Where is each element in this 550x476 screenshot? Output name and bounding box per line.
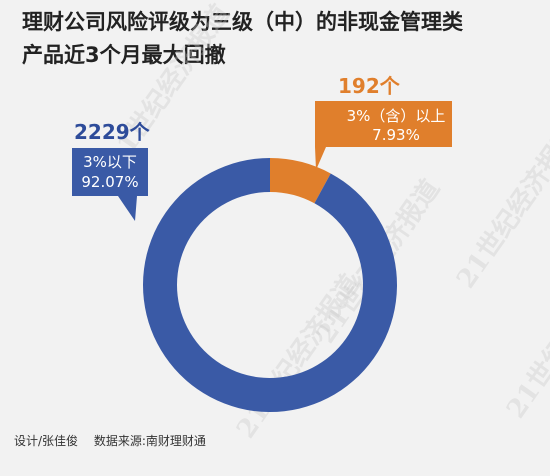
orange-count-label: 192个	[338, 74, 401, 98]
watermark: 21世纪经济报道	[500, 249, 550, 424]
blue-bubble	[72, 148, 148, 221]
watermark: 21世纪经济报道	[100, 0, 236, 174]
footer-designer: 设计/张佳俊	[14, 434, 79, 448]
donut-slice-orange	[270, 158, 331, 204]
orange-bubble-category: 3%（含）以上	[347, 107, 446, 125]
orange-bubble-percent: 7.93%	[372, 126, 420, 144]
blue-bubble-percent: 92.07%	[81, 173, 138, 191]
chart-title-line-2: 产品近3个月最大回撤	[22, 43, 226, 67]
slices-group	[143, 158, 397, 412]
footer-source: 数据来源:南财理财通	[93, 434, 206, 448]
footer: 设计/张佳俊 数据来源:南财理财通	[14, 432, 206, 449]
blue-bubble-category: 3%以下	[83, 153, 137, 171]
orange-bubble	[315, 101, 452, 170]
watermark: 21世纪经济报道	[450, 119, 550, 294]
blue-count-label: 2229个	[74, 120, 151, 144]
chart-title-line-1: 理财公司风险评级为三级（中）的非现金管理类	[22, 10, 463, 34]
chart-title: 理财公司风险评级为三级（中）的非现金管理类 产品近3个月最大回撤	[22, 6, 532, 72]
